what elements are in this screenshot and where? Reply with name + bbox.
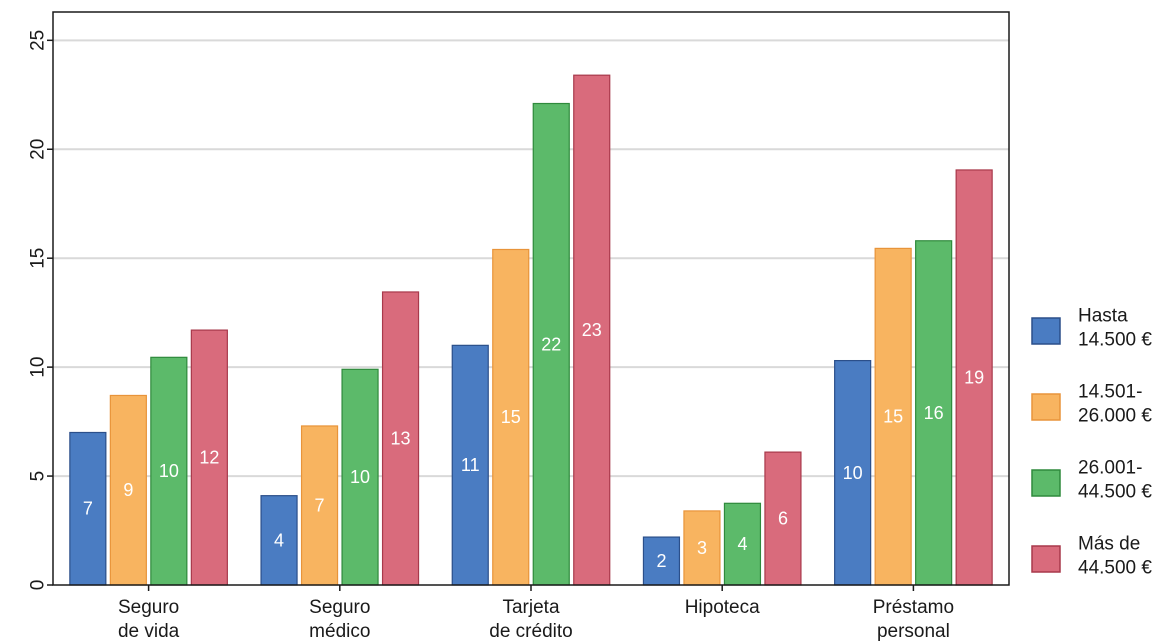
bar	[955, 169, 993, 586]
y-tick-label: 0	[28, 580, 49, 591]
legend-label: Hasta	[1078, 306, 1128, 327]
data-label: 4	[274, 530, 284, 550]
bar	[915, 240, 953, 586]
bar	[69, 431, 107, 586]
bar	[451, 344, 489, 586]
data-label: 19	[964, 367, 984, 387]
x-tick-label: Tarjeta	[502, 597, 559, 618]
y-tick-label: 10	[28, 357, 49, 378]
bar	[573, 74, 611, 586]
bar	[381, 291, 420, 586]
legend-swatch	[1031, 393, 1061, 421]
x-tick-label: Seguro	[118, 597, 179, 618]
data-label: 22	[541, 334, 561, 354]
legend-swatch	[1031, 545, 1061, 573]
data-label: 10	[843, 463, 863, 483]
x-tick-label: Seguro	[309, 597, 370, 618]
data-label: 15	[883, 407, 903, 427]
data-label: 2	[656, 551, 666, 571]
y-tick-label: 20	[28, 139, 49, 160]
data-label: 11	[461, 455, 480, 475]
x-tick-label: de crédito	[489, 621, 572, 642]
data-label: 13	[391, 428, 411, 448]
bar	[683, 510, 721, 586]
data-label: 16	[924, 403, 944, 423]
data-label: 3	[697, 538, 707, 558]
data-label: 10	[159, 461, 179, 481]
legend-label: 44.500 €	[1078, 482, 1152, 503]
bar	[874, 247, 912, 586]
bar	[492, 248, 530, 586]
x-tick-label: Hipoteca	[685, 597, 760, 618]
data-label: 7	[315, 495, 325, 515]
data-label: 7	[83, 499, 93, 519]
legend-label: 44.500 €	[1078, 558, 1152, 579]
bar	[190, 329, 228, 586]
x-tick-label: personal	[877, 621, 950, 642]
data-label: 10	[350, 467, 370, 487]
legend-label: 14.500 €	[1078, 330, 1152, 351]
bar	[150, 356, 188, 586]
bar	[300, 425, 339, 586]
data-label: 23	[582, 320, 602, 340]
legend-swatch	[1031, 317, 1061, 345]
x-axis: Seguro de vida Seguro médico Tarjeta de crédi…	[118, 585, 954, 642]
legend-swatch	[1031, 469, 1061, 497]
bar	[532, 102, 570, 586]
legend-label: Más de	[1078, 534, 1140, 555]
y-axis: 0 5 10 15 20 25	[28, 30, 53, 591]
bars	[69, 74, 993, 586]
bar	[834, 359, 872, 586]
y-tick-label: 25	[28, 30, 49, 51]
legend-label: 26.000 €	[1078, 406, 1152, 427]
legend-label: 14.501-	[1078, 382, 1142, 403]
x-tick-label: Préstamo	[873, 597, 954, 618]
legend: Hasta 14.500 € 14.501- 26.000 € 26.001- 44.50…	[1031, 306, 1152, 579]
y-tick-label: 15	[28, 248, 49, 269]
bar	[341, 368, 379, 586]
bar	[764, 451, 802, 586]
x-tick-label: médico	[309, 621, 370, 642]
y-tick-label: 5	[28, 471, 49, 482]
data-label: 4	[737, 534, 747, 554]
data-label: 12	[199, 448, 219, 468]
bar	[642, 536, 681, 586]
data-label: 15	[501, 407, 521, 427]
legend-label: 26.001-	[1078, 458, 1142, 479]
x-tick-label: de vida	[118, 621, 180, 642]
data-label: 9	[123, 480, 133, 500]
bar	[723, 502, 762, 586]
bar	[260, 495, 298, 586]
data-label: 6	[778, 509, 788, 529]
